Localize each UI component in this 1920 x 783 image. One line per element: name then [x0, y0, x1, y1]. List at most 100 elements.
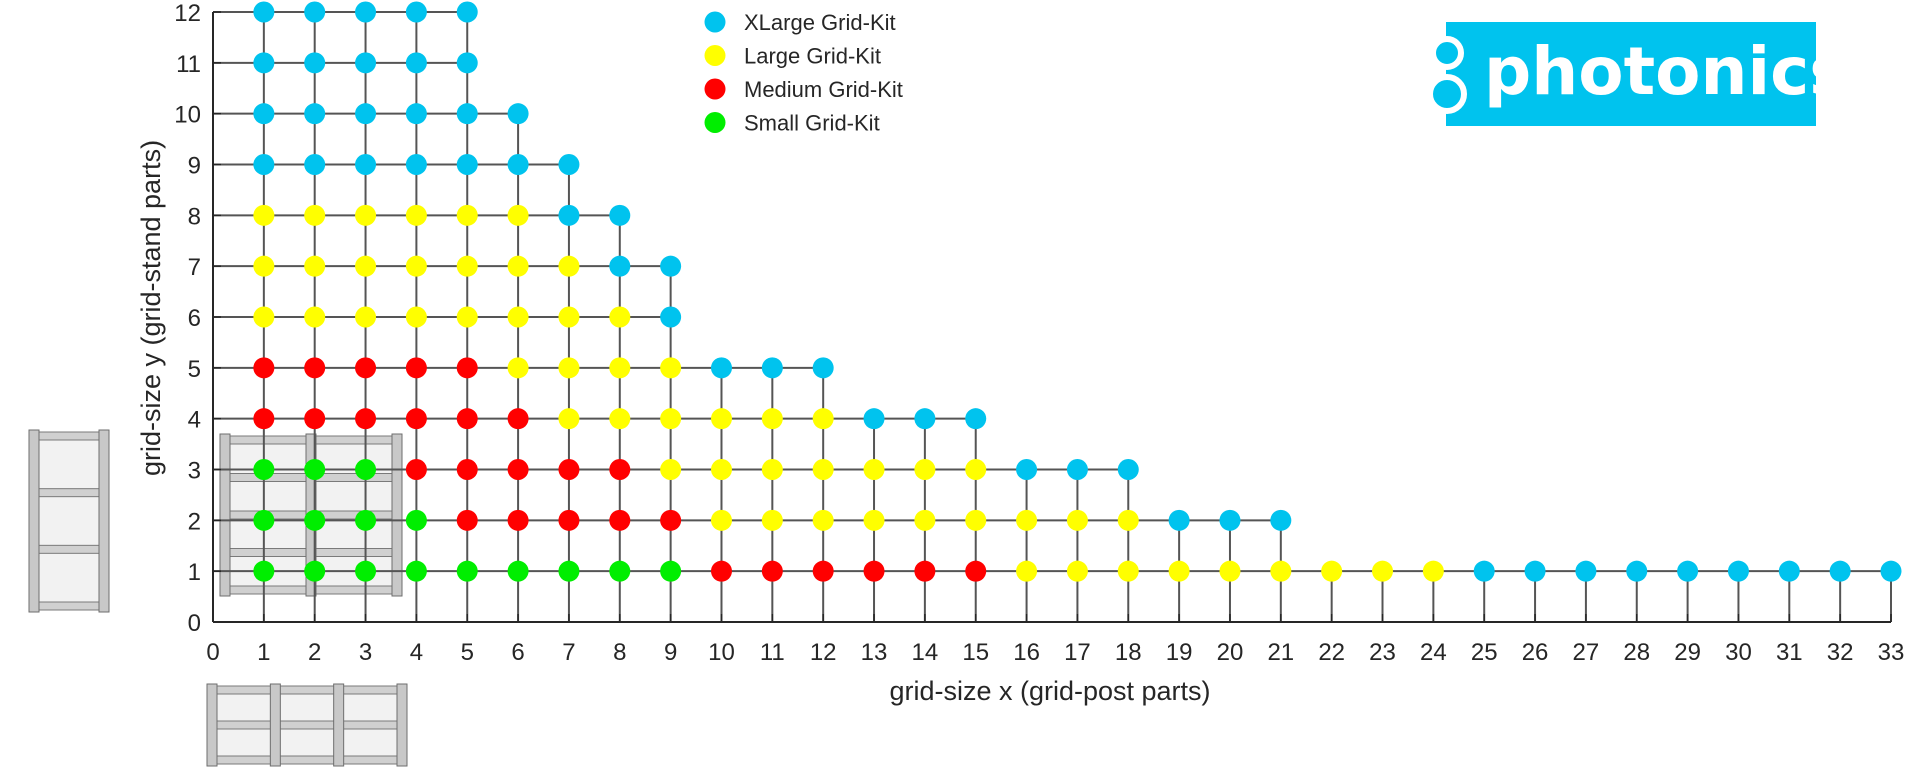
legend-marker-large-grid-kit: [704, 45, 726, 66]
point-large-grid-kit: [1422, 560, 1444, 582]
point-large-grid-kit: [1219, 560, 1241, 582]
x-tick-label: 28: [1623, 639, 1650, 666]
point-medium-grid-kit: [456, 408, 478, 430]
data-points: [253, 1, 1902, 582]
point-xlarge-grid-kit: [456, 1, 478, 23]
point-xlarge-grid-kit: [660, 306, 682, 328]
point-large-grid-kit: [1066, 560, 1088, 582]
point-large-grid-kit: [253, 204, 275, 226]
point-medium-grid-kit: [710, 560, 732, 582]
x-tick-label: 24: [1420, 639, 1447, 666]
point-medium-grid-kit: [355, 357, 377, 379]
x-tick-label: 15: [962, 639, 989, 666]
point-large-grid-kit: [1270, 560, 1292, 582]
y-tick-label: 11: [176, 51, 201, 78]
frame-outline: [33, 435, 105, 607]
point-large-grid-kit: [761, 408, 783, 430]
point-xlarge-grid-kit: [355, 52, 377, 74]
point-medium-grid-kit: [863, 560, 885, 582]
point-large-grid-kit: [660, 459, 682, 480]
x-tick-label: 0: [206, 639, 219, 666]
point-large-grid-kit: [1117, 560, 1139, 582]
point-small-grid-kit: [405, 560, 427, 582]
frame-post: [98, 429, 110, 613]
point-small-grid-kit: [355, 459, 377, 480]
x-tick-label: 16: [1013, 639, 1040, 666]
point-large-grid-kit: [456, 306, 478, 328]
y-tick-label: 3: [188, 458, 201, 485]
point-xlarge-grid-kit: [253, 1, 275, 23]
point-xlarge-grid-kit: [1727, 560, 1749, 582]
point-large-grid-kit: [1016, 560, 1038, 582]
point-large-grid-kit: [253, 255, 275, 277]
point-medium-grid-kit: [304, 408, 326, 430]
y-tick-label: 4: [188, 407, 201, 434]
frame-illustrations: [28, 429, 408, 767]
point-xlarge-grid-kit: [558, 154, 580, 175]
point-xlarge-grid-kit: [812, 357, 834, 379]
point-small-grid-kit: [304, 560, 326, 582]
x-tick-label: 5: [461, 639, 474, 666]
frame-post: [219, 433, 231, 597]
x-tick-label: 33: [1878, 639, 1905, 666]
point-medium-grid-kit: [253, 408, 275, 430]
point-medium-grid-kit: [456, 509, 478, 531]
point-large-grid-kit: [965, 509, 987, 531]
point-xlarge-grid-kit: [355, 154, 377, 175]
logo-ring-bottom: [1427, 74, 1467, 114]
point-xlarge-grid-kit: [405, 154, 427, 175]
point-xlarge-grid-kit: [507, 103, 529, 125]
point-xlarge-grid-kit: [355, 103, 377, 125]
frame-bar: [29, 544, 109, 554]
x-tick-label: 1: [257, 639, 270, 666]
point-xlarge-grid-kit: [558, 204, 580, 226]
point-large-grid-kit: [914, 459, 936, 480]
legend-label-xlarge-grid-kit: XLarge Grid-Kit: [744, 10, 896, 35]
x-tick-label: 4: [410, 639, 423, 666]
point-large-grid-kit: [812, 459, 834, 480]
frame-post: [333, 683, 345, 767]
x-tick-label: 2: [308, 639, 321, 666]
legend-marker-small-grid-kit: [704, 112, 726, 133]
point-xlarge-grid-kit: [1575, 560, 1597, 582]
point-xlarge-grid-kit: [355, 1, 377, 23]
point-large-grid-kit: [914, 509, 936, 531]
y-tick-label: 0: [188, 610, 201, 637]
point-large-grid-kit: [355, 255, 377, 277]
point-large-grid-kit: [710, 408, 732, 430]
point-small-grid-kit: [304, 459, 326, 480]
x-tick-label: 12: [810, 639, 837, 666]
logo-background: [1440, 22, 1816, 126]
point-medium-grid-kit: [304, 357, 326, 379]
point-xlarge-grid-kit: [304, 154, 326, 175]
x-tick-label: 20: [1217, 639, 1244, 666]
point-large-grid-kit: [812, 408, 834, 430]
point-xlarge-grid-kit: [253, 154, 275, 175]
point-xlarge-grid-kit: [456, 103, 478, 125]
point-small-grid-kit: [507, 560, 529, 582]
logo-text: photonics: [1484, 33, 1848, 110]
point-large-grid-kit: [405, 306, 427, 328]
point-large-grid-kit: [710, 509, 732, 531]
point-large-grid-kit: [863, 509, 885, 531]
point-xlarge-grid-kit: [253, 52, 275, 74]
point-xlarge-grid-kit: [405, 1, 427, 23]
point-xlarge-grid-kit: [761, 357, 783, 379]
point-xlarge-grid-kit: [1829, 560, 1851, 582]
x-tick-label: 23: [1369, 639, 1396, 666]
point-medium-grid-kit: [456, 357, 478, 379]
point-large-grid-kit: [660, 408, 682, 430]
legend-marker-medium-grid-kit: [704, 78, 726, 100]
x-tick-label: 7: [562, 639, 575, 666]
y-tick-label: 6: [188, 305, 201, 332]
point-medium-grid-kit: [914, 560, 936, 582]
point-xlarge-grid-kit: [863, 408, 885, 430]
point-small-grid-kit: [456, 560, 478, 582]
x-tick-label: 10: [708, 639, 735, 666]
point-xlarge-grid-kit: [304, 52, 326, 74]
frame-post: [28, 429, 40, 613]
point-medium-grid-kit: [355, 408, 377, 430]
x-tick-label: 22: [1318, 639, 1345, 666]
point-small-grid-kit: [609, 560, 631, 582]
point-large-grid-kit: [812, 509, 834, 531]
